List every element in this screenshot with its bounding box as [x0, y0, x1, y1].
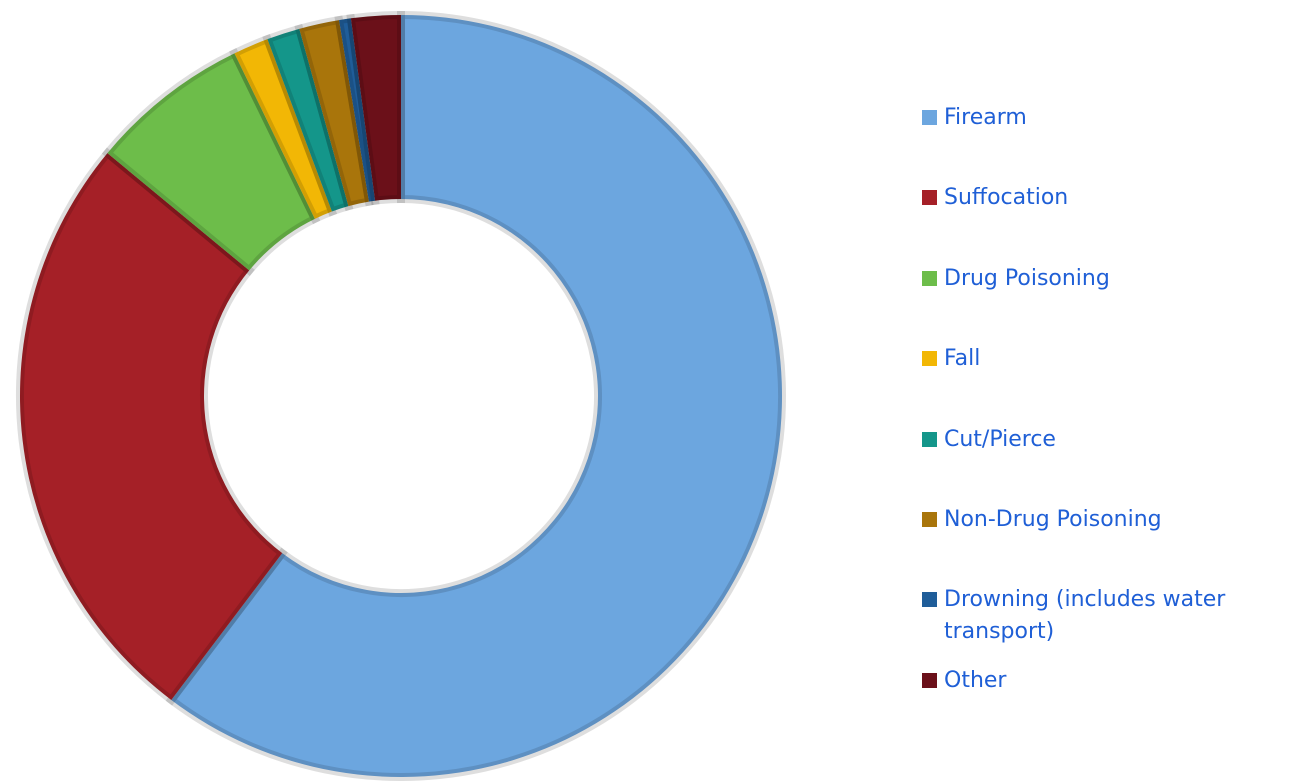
legend-swatch — [922, 110, 937, 125]
slice — [294, 15, 374, 212]
legend-label: Other — [944, 667, 1007, 693]
legend-item: Firearm — [922, 102, 1292, 134]
legend-item: Cut/Pierce — [922, 424, 1292, 456]
legend-swatch — [922, 190, 937, 206]
slice — [346, 10, 405, 206]
slice — [229, 34, 338, 225]
legend-swatch — [922, 592, 937, 608]
legend-item: Non-Drug Poisoning — [922, 504, 1292, 536]
legend-swatch — [922, 351, 937, 367]
legend-item: Suffocation — [922, 182, 1292, 214]
legend-label: Fall — [944, 346, 981, 372]
legend-swatch — [922, 512, 937, 527]
legend-item: Drug Poisoning — [922, 263, 1292, 295]
legend-item: Drowning (includes water transport) — [922, 584, 1292, 648]
legend-label: Non-Drug Poisoning — [944, 507, 1162, 532]
legend-swatch — [922, 270, 937, 286]
legend-swatch — [922, 431, 937, 447]
slice — [101, 47, 321, 277]
legend-label: Cut/Pierce — [944, 426, 1056, 452]
legend-label: Drug Poisoning — [944, 265, 1110, 291]
slice — [165, 10, 786, 781]
slice — [16, 147, 288, 706]
legend-label: Firearm — [944, 105, 1027, 130]
legend-label: Suffocation — [944, 185, 1069, 211]
donut — [16, 10, 786, 781]
legend-label: Drowning (includes water transport) — [944, 587, 1226, 645]
legend-item: Other — [922, 665, 1292, 697]
slice — [262, 23, 354, 217]
legend-swatch — [922, 672, 937, 688]
legend-item: Fall — [922, 343, 1292, 375]
